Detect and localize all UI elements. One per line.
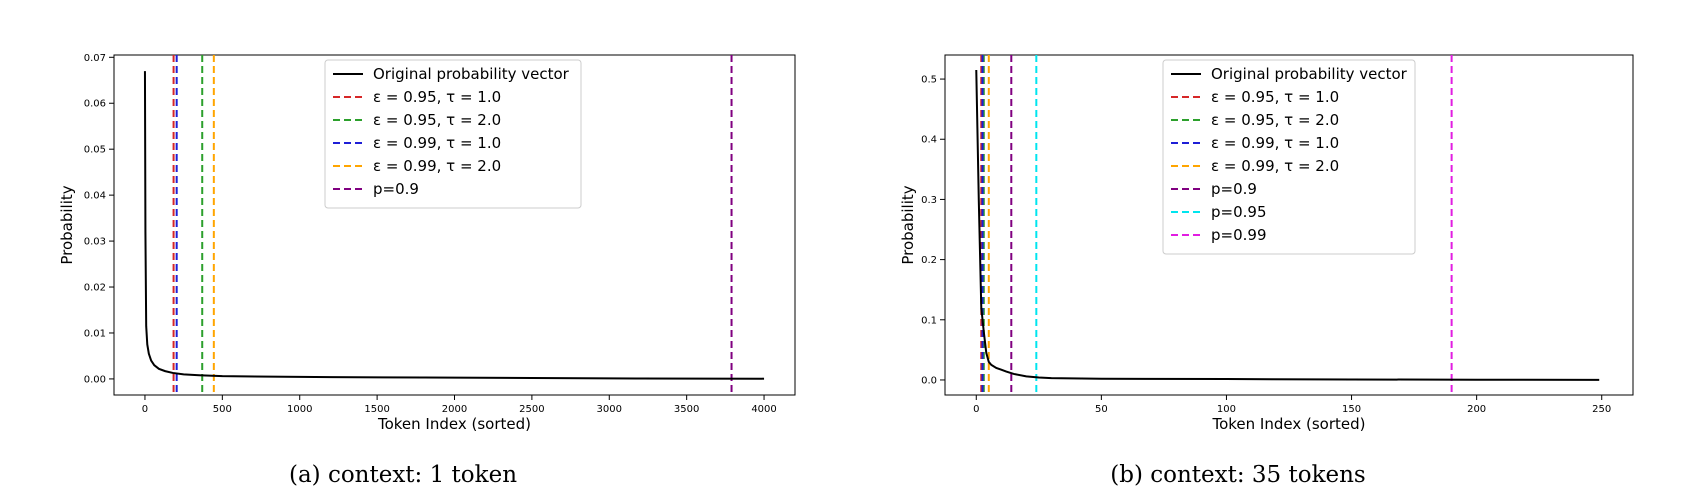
x-tick-label: 100	[1217, 404, 1236, 415]
legend-label: ε = 0.95, τ = 2.0	[1211, 111, 1339, 129]
legend-label: ε = 0.95, τ = 1.0	[1211, 88, 1339, 106]
y-tick-label: 0.01	[84, 328, 106, 339]
x-tick-label: 0	[142, 404, 148, 415]
plot-frame	[944, 54, 1634, 396]
chart-panel-b: 0 50 100 150 200 250 0.0 0.1 0.2 0.3 0.4 0.5 Token I…	[853, 0, 1706, 488]
x-tick-label: 1500	[364, 404, 389, 415]
legend-label: ε = 0.99, τ = 1.0	[1211, 134, 1339, 152]
x-axis-label: Token Index (sorted)	[1211, 415, 1365, 433]
y-tick-label: 0.06	[84, 99, 106, 110]
legend-label: ε = 0.95, τ = 1.0	[373, 88, 501, 106]
x-tick-label: 250	[1592, 404, 1611, 415]
legend-label: ε = 0.99, τ = 1.0	[373, 134, 501, 152]
x-tick-label: 0	[973, 404, 979, 415]
y-tick-label: 0.03	[84, 237, 106, 248]
legend-label: ε = 0.99, τ = 2.0	[373, 157, 501, 175]
caption-b: (b) context: 35 tokens	[1110, 462, 1366, 488]
x-tick-label: 2000	[442, 404, 467, 415]
x-axis-label: Token Index (sorted)	[377, 415, 531, 433]
y-tick-label: 0.0	[921, 375, 937, 386]
y-axis-label: Probability	[899, 185, 917, 264]
chart-a: 0 500 1000 1500 2000 2500 3000 3500 4000 0.00 0.01…	[58, 53, 796, 433]
series-line	[975, 70, 1600, 381]
legend-label: p=0.95	[1211, 203, 1267, 221]
legend-label: ε = 0.95, τ = 2.0	[373, 111, 501, 129]
chart-panel-a: 0 500 1000 1500 2000 2500 3000 3500 4000 0.00 0.01…	[58, 53, 796, 433]
x-tick-label: 500	[213, 404, 232, 415]
y-axis-label: Probability	[58, 185, 76, 264]
y-tick-label: 0.1	[921, 315, 937, 326]
y-tick-label: 0.00	[84, 374, 106, 385]
y-tick-label: 0.04	[84, 191, 106, 202]
y-tick-label: 0.4	[921, 135, 937, 146]
legend-label: p=0.9	[1211, 180, 1257, 198]
x-tick-label: 1000	[287, 404, 312, 415]
legend-label: p=0.99	[1211, 226, 1267, 244]
y-tick-label: 0.5	[921, 75, 937, 86]
chart-b: 0 50 100 150 200 250 0.0 0.1 0.2 0.3 0.4 0.5 Token I…	[899, 54, 1634, 433]
x-tick-label: 50	[1095, 404, 1108, 415]
y-tick-label: 0.3	[921, 195, 937, 206]
legend-label: ε = 0.99, τ = 2.0	[1211, 157, 1339, 175]
x-tick-label: 2500	[519, 404, 544, 415]
legend-label: Original probability vector	[1211, 65, 1408, 83]
y-tick-label: 0.07	[84, 53, 106, 64]
y-tick-label: 0.02	[84, 283, 106, 294]
x-tick-label: 4000	[751, 404, 776, 415]
x-tick-label: 200	[1467, 404, 1486, 415]
y-tick-label: 0.2	[921, 255, 937, 266]
legend-box	[324, 59, 582, 209]
series-line	[143, 71, 765, 380]
y-tick-label: 0.05	[84, 145, 106, 156]
x-tick-label: 150	[1342, 404, 1361, 415]
legend-label: p=0.9	[373, 180, 419, 198]
x-tick-label: 3500	[674, 404, 699, 415]
legend-label: Original probability vector	[373, 65, 570, 83]
legend-box	[1162, 59, 1416, 255]
x-tick-label: 3000	[597, 404, 622, 415]
caption-a: (a) context: 1 token	[288, 462, 518, 488]
